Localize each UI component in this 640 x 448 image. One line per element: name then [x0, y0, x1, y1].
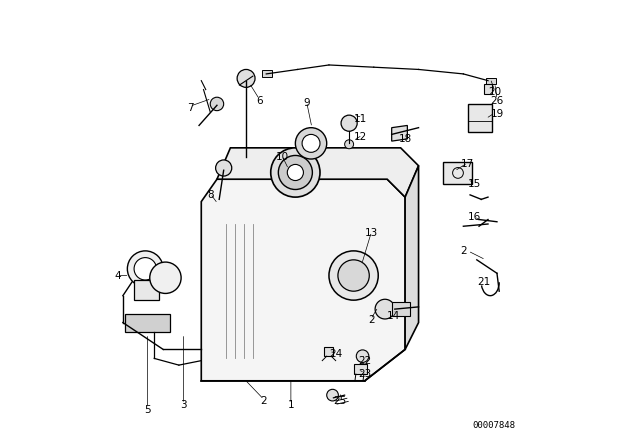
Text: 17: 17 — [461, 159, 474, 168]
Text: 2: 2 — [260, 396, 268, 406]
Circle shape — [302, 134, 320, 152]
Text: 7: 7 — [187, 103, 193, 112]
Bar — [353, 364, 367, 374]
Circle shape — [296, 128, 327, 159]
Text: 6: 6 — [256, 96, 263, 106]
Text: 10: 10 — [275, 152, 289, 162]
Polygon shape — [405, 166, 419, 349]
Polygon shape — [217, 148, 419, 197]
Text: 23: 23 — [358, 369, 371, 379]
Text: 21: 21 — [477, 277, 490, 287]
Text: 16: 16 — [468, 212, 481, 222]
Circle shape — [237, 69, 255, 87]
Text: 2: 2 — [460, 246, 467, 256]
Text: 4: 4 — [114, 271, 121, 280]
Bar — [262, 70, 271, 77]
Text: 24: 24 — [329, 349, 342, 359]
Text: 5: 5 — [144, 405, 151, 415]
Bar — [468, 104, 493, 132]
Text: 9: 9 — [303, 98, 310, 108]
Circle shape — [287, 164, 303, 181]
Text: 12: 12 — [354, 132, 367, 142]
Text: 22: 22 — [358, 356, 371, 366]
Bar — [392, 302, 410, 316]
Circle shape — [341, 115, 357, 131]
Text: 3: 3 — [180, 401, 187, 410]
Circle shape — [375, 299, 395, 319]
Text: 8: 8 — [207, 190, 214, 200]
Text: 13: 13 — [365, 228, 378, 238]
Bar — [484, 84, 492, 94]
Bar — [134, 280, 159, 300]
Polygon shape — [202, 179, 405, 381]
Text: 14: 14 — [387, 311, 401, 321]
Circle shape — [327, 389, 339, 401]
Bar — [324, 347, 333, 356]
Text: 2: 2 — [368, 315, 375, 325]
Circle shape — [216, 160, 232, 176]
Text: 11: 11 — [354, 114, 367, 124]
Text: 15: 15 — [468, 179, 481, 189]
Text: 1: 1 — [287, 401, 294, 410]
Polygon shape — [125, 314, 170, 332]
Circle shape — [338, 260, 369, 291]
Circle shape — [356, 350, 369, 362]
Circle shape — [127, 251, 163, 287]
Polygon shape — [392, 125, 407, 141]
Circle shape — [278, 155, 312, 190]
Text: 18: 18 — [399, 134, 412, 144]
Circle shape — [134, 258, 157, 280]
Circle shape — [271, 148, 320, 197]
Circle shape — [211, 97, 224, 111]
Circle shape — [344, 140, 354, 149]
Circle shape — [329, 251, 378, 300]
Text: 00007848: 00007848 — [472, 421, 515, 430]
Bar — [443, 162, 472, 184]
Circle shape — [150, 262, 181, 293]
Text: 19: 19 — [490, 109, 504, 119]
Text: 25: 25 — [333, 396, 347, 406]
Text: 26: 26 — [490, 96, 504, 106]
Bar — [486, 78, 495, 84]
Text: 20: 20 — [488, 87, 501, 97]
